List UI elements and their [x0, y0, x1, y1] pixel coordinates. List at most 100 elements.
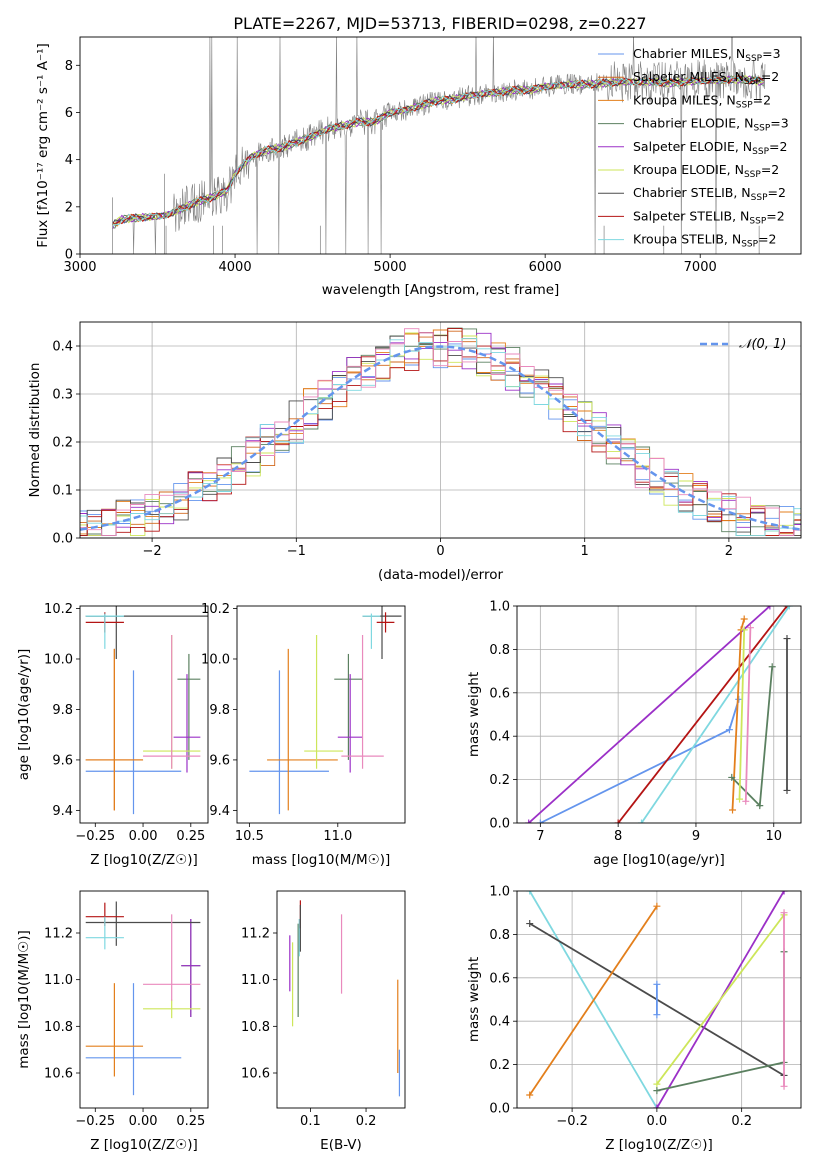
weight-marker [653, 1011, 661, 1019]
residuals-panel: −2 −1 0 1 2 0.0 0.1 0.2 0.3 0.4 𝒩(0, 1) (data-model… [27, 321, 802, 583]
errorbar-point [85, 613, 124, 649]
residual-histogram [80, 327, 801, 537]
weight-marker [728, 773, 736, 781]
x-tick-label: 10.5 [235, 829, 264, 844]
x-tick-label: 5000 [374, 260, 407, 275]
x-axis-label: Z [log10(Z/Z☉)] [90, 852, 198, 868]
weight-marker [653, 1080, 661, 1088]
weight-vs-age-panel: 7 8 9 10 0.0 0.2 0.4 0.6 0.8 1.0 age [log10(age/yr… [466, 600, 802, 868]
weight-series [728, 663, 776, 810]
errorbar-point [85, 916, 124, 950]
weight-series [736, 626, 748, 803]
axes-frame [79, 890, 209, 1109]
errorbar-point [362, 606, 402, 659]
y-tick-label: 10.8 [44, 1020, 73, 1035]
weight-marker [526, 1091, 534, 1099]
mass-vs-Z-panel: −0.25 0.00 0.25 10.6 10.8 11.0 11.2 Z [log10(Z/… [16, 890, 209, 1153]
y-tick-label: 9.6 [209, 753, 230, 768]
legend-label: Kroupa ELODIE, NSSP=2 [633, 162, 779, 180]
x-tick-label: 0.00 [129, 829, 158, 844]
x-tick-label: 10 [765, 829, 782, 844]
y-tick-label: 0.3 [52, 388, 73, 403]
y-tick-label: 11.0 [241, 973, 270, 988]
x-tick-label: 0.25 [176, 1114, 205, 1129]
plot-area [525, 606, 793, 823]
weight-marker [653, 902, 661, 910]
residual-histogram [80, 332, 801, 537]
x-tick-label: 2 [725, 544, 733, 559]
x-tick-label: −0.25 [75, 829, 115, 844]
legend-label: Salpeter MILES, NSSP=2 [633, 69, 779, 87]
weight-series [653, 911, 788, 1088]
y-axis-label: Normed distribution [27, 363, 43, 498]
x-axis-label: age [log10(age/yr)] [593, 852, 725, 868]
errorbar-point [362, 613, 381, 649]
y-tick-label: 10.6 [241, 1067, 270, 1082]
weight-marker [653, 1087, 661, 1095]
residual-histogram [80, 328, 801, 537]
x-tick-label: 8 [614, 829, 622, 844]
y-tick-label: 0.4 [489, 730, 510, 745]
y-tick-label: 9.4 [52, 804, 73, 819]
weight-series [780, 909, 788, 1090]
legend-label: Salpeter ELODIE, NSSP=2 [633, 139, 787, 157]
y-tick-label: 0.8 [489, 643, 510, 658]
errorbar-point [304, 635, 344, 769]
x-tick-label: 0 [436, 544, 444, 559]
legend-label: Chabrier ELODIE, NSSP=3 [633, 116, 789, 134]
y-tick-label: 0.2 [52, 436, 73, 451]
weight-series [653, 980, 661, 1019]
y-axis-label: age [log10(age/yr)] [16, 649, 32, 781]
age-vs-Z-panel: −0.25 0.00 0.25 9.4 9.6 9.8 10.0 10.2 Z [log10(Z… [16, 602, 209, 868]
x-tick-label: −0.25 [75, 1114, 115, 1129]
y-tick-label: 9.8 [52, 703, 73, 718]
y-tick-label: 4 [65, 153, 73, 168]
weight-marker [725, 726, 733, 734]
errorbar-point [376, 612, 395, 633]
weight-line [656, 914, 785, 1085]
x-tick-label: 0.2 [731, 1114, 752, 1129]
y-tick-label: 0.2 [489, 1058, 510, 1073]
errorbar-point [85, 983, 144, 1077]
weight-marker [637, 819, 645, 823]
weight-marker [736, 795, 744, 803]
weight-line [738, 629, 746, 800]
errorbar-point [85, 670, 182, 815]
y-tick-label: 0.2 [489, 773, 510, 788]
residual-histogram [80, 328, 801, 537]
weight-line [640, 606, 791, 823]
x-tick-label: 0.1 [300, 1114, 321, 1129]
x-tick-label: 7 [536, 829, 544, 844]
plot-area [526, 891, 788, 1108]
weight-marker [525, 819, 533, 823]
weight-marker [780, 909, 788, 917]
weight-series [637, 606, 793, 823]
y-tick-label: 11.2 [44, 927, 73, 942]
errorbar-point [337, 674, 363, 773]
spectrum-plot-area [112, 37, 766, 254]
weight-marker [768, 663, 776, 671]
weight-line [528, 905, 658, 1096]
spectrum-model-line [112, 74, 764, 228]
y-tick-label: 9.8 [209, 703, 230, 718]
x-tick-label: 0.2 [356, 1114, 377, 1129]
y-axis-label: mass [log10(M/M☉)] [16, 930, 32, 1069]
legend-label: Kroupa STELIB, NSSP=2 [633, 232, 777, 250]
mass-vs-ebv-panel: 0.1 0.2 10.6 10.8 11.0 11.2 E(B-V) [241, 890, 406, 1153]
y-tick-label: 10.0 [44, 652, 73, 667]
y-tick-label: 0.6 [489, 971, 510, 986]
y-tick-label: 11.2 [241, 927, 270, 942]
y-tick-label: 10.2 [44, 602, 73, 617]
weight-series [536, 695, 743, 823]
y-tick-label: 1.0 [489, 885, 510, 900]
weight-series [525, 606, 774, 823]
y-tick-label: 10.2 [201, 602, 230, 617]
errorbar-point [341, 635, 384, 769]
axes-frame [79, 321, 802, 539]
weight-series [526, 902, 661, 1099]
x-axis-label: Z [log10(Z/Z☉)] [90, 1137, 198, 1153]
weight-series [783, 635, 791, 794]
legend-label: Kroupa MILES, NSSP=2 [633, 92, 771, 110]
x-tick-label: 0.0 [647, 1114, 668, 1129]
